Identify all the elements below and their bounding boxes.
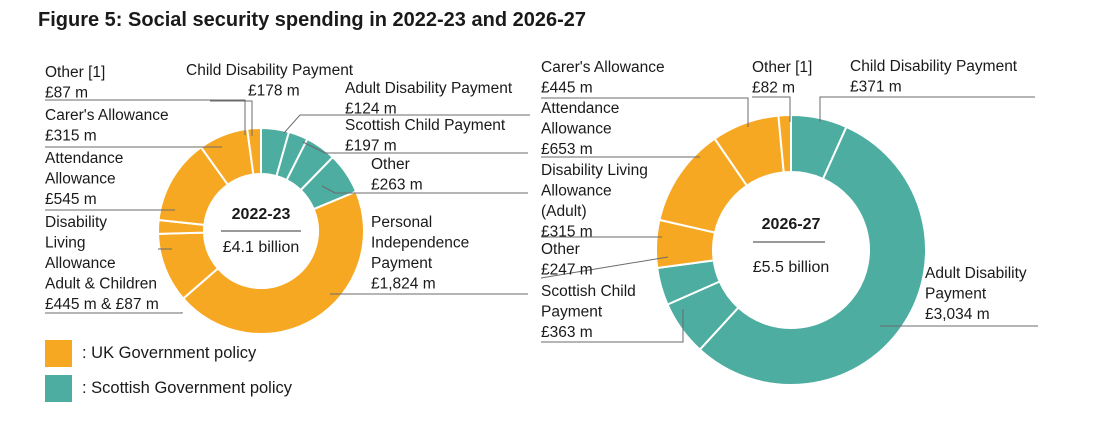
data-label-line: Payment (541, 304, 603, 321)
data-label-line: Carer's Allowance (541, 59, 665, 76)
data-label-line: Allowance (45, 255, 116, 272)
data-label-line: £1,824 m (371, 276, 436, 293)
slice-personal-4 (181, 190, 365, 335)
data-label-disability-living: Disability Living Allowance (Adult) £315 m (541, 162, 648, 241)
data-label-personal: Personal Independence Payment £1,824 m (371, 214, 469, 293)
data-label-adult-disability: Adult Disability Payment £3,034 m (925, 265, 1027, 323)
data-label-attendance: Attendance Allowance £545 m (45, 150, 123, 208)
data-label-line: Scottish Child Payment (345, 117, 506, 134)
data-label-scottish-child-payment: Scottish Child Payment £197 m (345, 117, 506, 155)
data-label-line: £3,034 m (925, 306, 990, 323)
data-label-line: £445 m (541, 80, 593, 97)
data-label-line: Adult Disability Payment (345, 80, 513, 97)
data-label-other: Other £263 m (371, 156, 423, 194)
leader-line-other-1 (752, 96, 791, 122)
data-label-line: £363 m (541, 324, 593, 341)
data-label-line: Payment (925, 286, 987, 303)
slice-adult-disability-1 (698, 125, 927, 386)
data-label-line: Other [1] (45, 64, 105, 81)
leader-line-child-disability-payment (819, 96, 1035, 122)
data-label-line: Allowance (45, 171, 116, 188)
data-label-line: £263 m (371, 177, 423, 194)
legend-label-uk: : UK Government policy (82, 344, 257, 362)
data-label-line: Payment (371, 255, 433, 272)
data-label-line: £315 m (45, 128, 97, 145)
leader-line-other (540, 256, 669, 279)
data-label-line: Disability Living (541, 162, 648, 179)
data-label-line: £178 m (248, 83, 300, 100)
data-label-carer-s-allowance: Carer's Allowance £445 m (541, 59, 665, 97)
data-label-line: £371 m (850, 79, 902, 96)
donut-chart-2022-23: 2022-23 £4.1 billion Child Disability Paym… (45, 62, 530, 335)
data-label-other-1: Other [1] £87 m (45, 64, 105, 102)
center-title: 2022-23 (232, 206, 291, 223)
center-total: £4.1 billion (223, 239, 300, 256)
leader-line-adult-disability-payment (283, 114, 530, 134)
data-label-line: Attendance (45, 150, 123, 167)
data-label-line: £445 m & £87 m (45, 296, 159, 313)
leader-line-other (321, 185, 528, 194)
leader-line-other-1 (45, 99, 246, 135)
data-label-line: Child Disability Payment (850, 58, 1018, 75)
leader-line-scottish-child (541, 309, 684, 343)
legend-item-uk: : UK Government policy (45, 340, 256, 367)
data-label-child-disability-payment: Child Disability Payment £371 m (850, 58, 1018, 96)
data-label-line: Living (45, 235, 86, 252)
data-label-line: Allowance (541, 183, 612, 200)
data-label-child-disability-payment: Child Disability Payment £178 m (186, 62, 354, 100)
center-title: 2026-27 (762, 216, 821, 233)
data-label-line: £87 m (45, 85, 88, 102)
data-label-line: £653 m (541, 141, 593, 158)
figure-title: Figure 5: Social security spending in 20… (38, 9, 586, 31)
data-label-line: £124 m (345, 101, 397, 118)
data-label-line: £315 m (541, 224, 593, 241)
legend-item-scottish: : Scottish Government policy (45, 375, 292, 402)
data-label-line: Other (371, 156, 410, 173)
center-total: £5.5 billion (753, 259, 830, 276)
data-label-line: Scottish Child (541, 283, 636, 300)
data-label-line: Allowance (541, 121, 612, 138)
data-label-line: £82 m (752, 80, 795, 97)
data-label-line: £545 m (45, 191, 97, 208)
leader-line-scottish-child-payment (302, 141, 528, 154)
data-label-adult-disability-payment: Adult Disability Payment £124 m (345, 80, 513, 118)
data-label-line: (Adult) (541, 203, 587, 220)
slice-other-1-7 (777, 113, 792, 174)
data-label-line: Personal (371, 214, 432, 231)
data-label-line: Adult & Children (45, 276, 157, 293)
data-label-other-1: Other [1] £82 m (752, 59, 812, 97)
leader-line-carer-s-allowance (541, 97, 749, 127)
data-label-carer-s-allowance: Carer's Allowance £315 m (45, 107, 169, 145)
data-label-line: Other (541, 241, 580, 258)
legend-swatch-scottish (45, 375, 72, 402)
data-label-scottish-child: Scottish Child Payment £363 m (541, 283, 636, 341)
data-label-line: £197 m (345, 138, 397, 155)
leader-line-child-disability-payment (210, 100, 253, 136)
legend-label-scottish: : Scottish Government policy (82, 379, 293, 397)
data-label-line: Other [1] (752, 59, 812, 76)
data-label-disability: Disability Living Allowance Adult & Childre… (45, 214, 159, 313)
data-label-other: Other £247 m (541, 241, 593, 279)
data-label-attendance: Attendance Allowance £653 m (541, 100, 619, 158)
leader-line-disability (45, 312, 183, 314)
data-label-line: Carer's Allowance (45, 107, 169, 124)
donut-chart-2026-27: 2026-27 £5.5 billion Child Disability Paym… (540, 58, 1038, 386)
legend-swatch-uk (45, 340, 72, 367)
data-label-line: Child Disability Payment (186, 62, 354, 79)
data-label-line: Attendance (541, 100, 619, 117)
data-label-line: Disability (45, 214, 107, 231)
data-label-line: Independence (371, 235, 469, 252)
data-label-line: £247 m (541, 262, 593, 279)
data-label-line: Adult Disability (925, 265, 1027, 282)
